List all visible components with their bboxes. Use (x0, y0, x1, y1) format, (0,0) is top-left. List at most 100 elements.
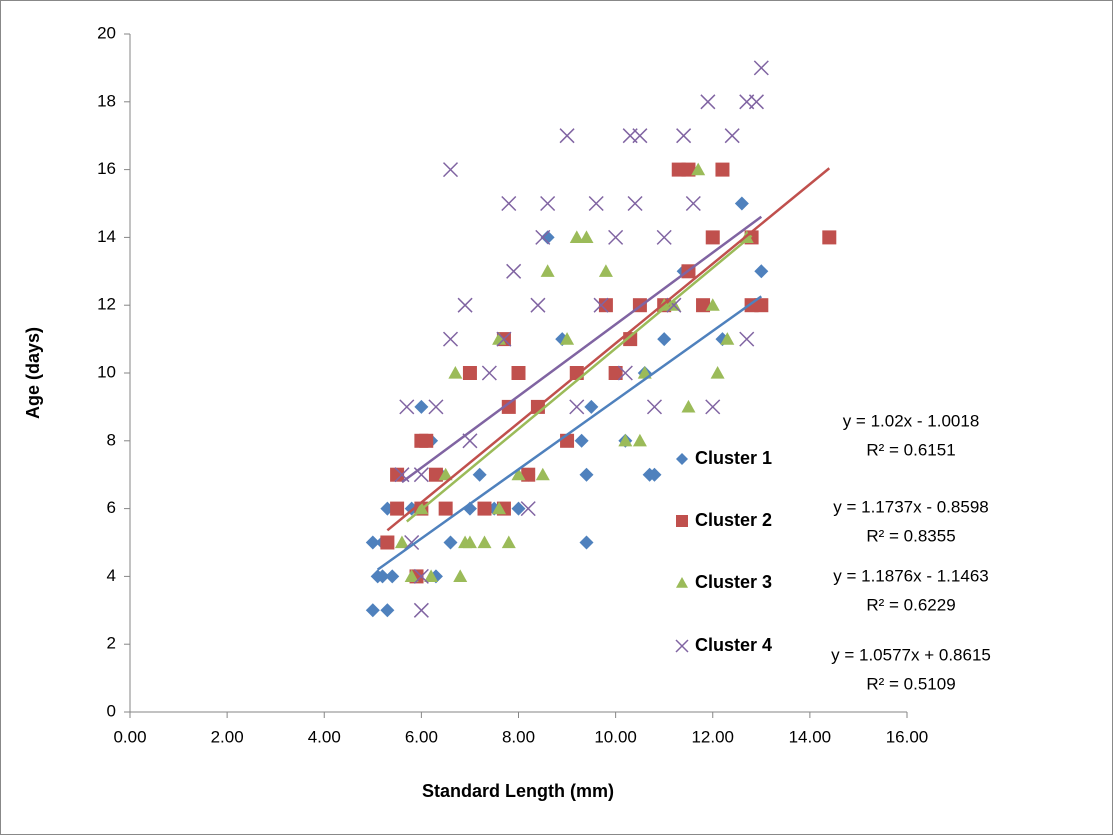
x-tick-label: 8.00 (502, 727, 535, 746)
point (618, 433, 633, 447)
r-squared: R² = 0.5109 (866, 674, 955, 693)
point (569, 399, 585, 415)
legend-label: Cluster 4 (695, 635, 772, 655)
point (462, 366, 477, 380)
point (472, 467, 487, 482)
point (584, 399, 599, 414)
x-tick-label: 14.00 (789, 727, 832, 746)
x-tick-label: 0.00 (113, 727, 146, 746)
point (681, 162, 696, 177)
point (419, 433, 434, 448)
point (501, 195, 517, 212)
point (681, 399, 696, 413)
point (574, 433, 589, 448)
point (385, 569, 400, 584)
point (598, 264, 613, 277)
point (579, 535, 594, 550)
point (390, 467, 405, 482)
point (754, 264, 769, 279)
point (579, 467, 594, 482)
y-tick-label: 14 (97, 227, 116, 246)
point (705, 399, 721, 415)
point (390, 501, 405, 516)
point (399, 399, 415, 415)
point (404, 569, 419, 582)
point (413, 602, 429, 618)
r-squared: R² = 0.6151 (866, 440, 955, 459)
point (394, 535, 409, 549)
x-tick-label: 16.00 (886, 727, 929, 746)
y-tick-label: 8 (107, 430, 116, 449)
trendline-equation: y = 1.1737x - 0.8598 (833, 497, 988, 516)
point (753, 60, 769, 76)
point (413, 568, 429, 584)
point (608, 366, 623, 380)
point (453, 569, 468, 582)
point (530, 297, 546, 313)
point (428, 467, 443, 482)
point (754, 298, 769, 313)
trendline-equation: y = 1.02x - 1.0018 (843, 411, 980, 430)
point (559, 128, 575, 144)
y-tick-label: 4 (107, 566, 116, 585)
point (457, 297, 473, 313)
point (588, 195, 604, 212)
legend-label: Cluster 3 (695, 572, 772, 592)
point (511, 467, 526, 481)
point (632, 433, 647, 447)
point (579, 230, 594, 243)
legend-marker (675, 639, 689, 653)
point (720, 332, 735, 345)
x-tick-label: 2.00 (211, 727, 244, 746)
point (598, 298, 613, 313)
legend-marker (676, 515, 688, 527)
point (540, 264, 555, 277)
y-tick-label: 6 (107, 498, 116, 517)
trendline-equation: y = 1.0577x + 0.8615 (831, 645, 991, 664)
point (647, 467, 662, 482)
x-tick-label: 4.00 (308, 727, 341, 746)
point (569, 230, 584, 243)
y-tick-label: 10 (97, 362, 116, 381)
point (617, 365, 633, 381)
point (560, 332, 575, 345)
point (724, 128, 740, 144)
point (404, 534, 420, 551)
y-tick-label: 2 (107, 634, 116, 653)
y-tick-label: 20 (97, 23, 116, 42)
x-axis-title: Standard Length (mm) (422, 781, 614, 801)
y-tick-label: 0 (107, 701, 116, 720)
point (506, 263, 522, 279)
point (442, 331, 459, 347)
point (448, 366, 463, 379)
legend-marker (676, 453, 688, 465)
point (705, 298, 720, 311)
legend-marker (676, 577, 688, 588)
trendline (376, 295, 763, 571)
point (656, 229, 672, 245)
point (492, 332, 507, 345)
x-tick-label: 12.00 (691, 727, 734, 746)
y-tick-label: 16 (97, 159, 116, 178)
point (442, 162, 459, 178)
point (696, 298, 711, 313)
point (492, 501, 507, 515)
point (511, 366, 526, 380)
trendline (406, 234, 753, 523)
point (691, 162, 706, 176)
point (424, 569, 439, 582)
point (700, 94, 716, 110)
x-tick-label: 6.00 (405, 727, 438, 746)
point (520, 501, 536, 517)
point (535, 467, 550, 481)
point (414, 399, 429, 414)
y-axis-title: Age (days) (23, 327, 43, 419)
y-tick-label: 18 (97, 91, 116, 110)
point (705, 230, 720, 245)
point (438, 467, 453, 481)
point (822, 230, 837, 245)
point (608, 229, 624, 245)
point (438, 501, 453, 516)
